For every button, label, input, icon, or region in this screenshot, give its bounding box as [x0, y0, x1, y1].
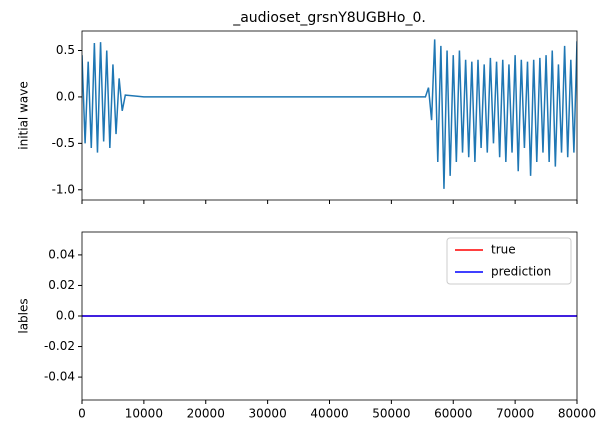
y-axis-label: lables [17, 298, 31, 333]
y-tick-label: 0.5 [56, 43, 75, 57]
y-tick-label: 0.0 [56, 89, 75, 103]
x-tick-label: 10000 [125, 407, 163, 421]
y-tick-label: 0.0 [56, 309, 75, 323]
y-tick-label: -0.5 [52, 136, 75, 150]
x-tick-label: 70000 [496, 407, 534, 421]
legend-label: prediction [491, 265, 551, 279]
y-tick-label: -1.0 [52, 182, 75, 196]
y-tick-label: 0.02 [48, 278, 75, 292]
chart-title: _audioset_grsnY8UGBHo_0. [232, 10, 426, 26]
x-tick-label: 0 [78, 407, 86, 421]
x-tick-label: 80000 [558, 407, 596, 421]
axes-frame [81, 30, 578, 201]
data-line [82, 39, 577, 189]
legend-label: true [491, 243, 516, 257]
y-tick-label: -0.02 [44, 339, 75, 353]
x-tick-label: 20000 [187, 407, 225, 421]
x-tick-label: 30000 [249, 407, 287, 421]
axes-frame [81, 231, 578, 401]
y-tick-label: 0.04 [48, 247, 75, 261]
y-tick-label: -0.04 [44, 370, 75, 384]
x-tick-label: 50000 [372, 407, 410, 421]
x-tick-label: 60000 [434, 407, 472, 421]
x-tick-label: 40000 [310, 407, 348, 421]
y-axis-label: initial wave [17, 81, 31, 149]
